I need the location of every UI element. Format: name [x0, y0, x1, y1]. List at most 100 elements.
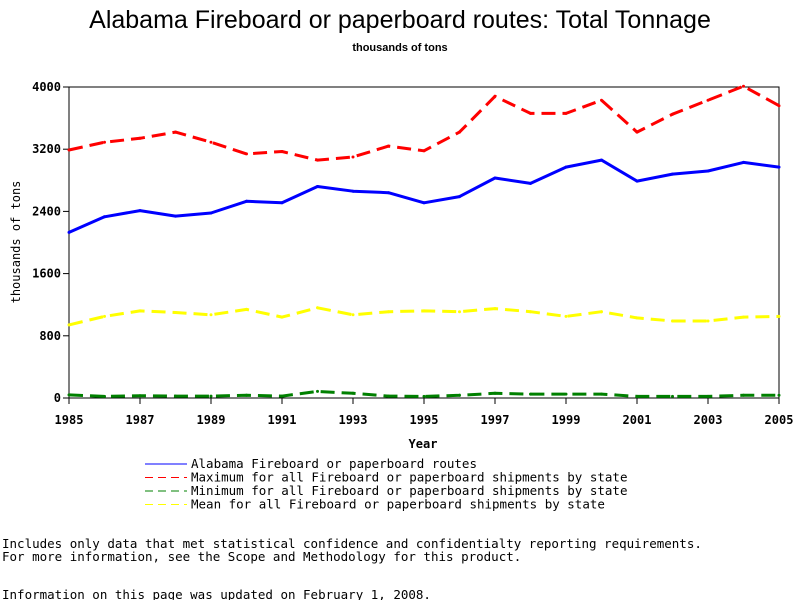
data-point [706, 319, 710, 323]
data-point [671, 394, 674, 398]
data-point [138, 394, 142, 398]
data-point [174, 214, 177, 218]
data-point [387, 310, 390, 314]
data-point [280, 150, 284, 153]
data-point [174, 130, 177, 134]
data-point [671, 172, 674, 176]
x-tick-label: 1985 [55, 413, 84, 427]
data-point [387, 394, 390, 398]
data-point [316, 185, 319, 188]
chart-subtitle: thousands of tons [352, 42, 448, 54]
data-point [280, 315, 284, 319]
data-point [600, 392, 603, 396]
data-point [564, 111, 568, 115]
chart-title: Alabama Fireboard or paperboard routes: … [89, 6, 711, 34]
data-point [777, 165, 781, 169]
data-point [67, 230, 71, 234]
data-point [422, 201, 426, 205]
y-tick-label: 3200 [32, 142, 61, 156]
data-point [351, 313, 355, 317]
data-point [635, 316, 639, 320]
series-layer [67, 84, 781, 398]
series-line-2 [68, 84, 780, 162]
data-point [635, 394, 639, 398]
data-point [245, 152, 248, 156]
data-point [671, 319, 674, 323]
data-point [103, 314, 106, 318]
x-tick-label: 1995 [410, 413, 439, 427]
data-point [706, 98, 710, 102]
data-point [245, 307, 248, 311]
data-point [245, 393, 248, 397]
data-point [564, 165, 568, 169]
x-tick-label: 1987 [126, 413, 155, 427]
x-axis-label: Year [409, 437, 438, 451]
y-tick-label: 0 [54, 391, 61, 405]
y-axis-label: thousands of tons [9, 181, 23, 304]
series-line-3 [68, 389, 779, 398]
x-tick-label: 1993 [339, 413, 368, 427]
y-tick-label: 4000 [32, 80, 61, 94]
data-point [564, 392, 568, 396]
data-point [316, 306, 319, 310]
data-point [103, 140, 106, 144]
data-point [351, 155, 355, 159]
legend: Alabama Fireboard or paperboard routesMa… [145, 456, 628, 512]
data-point [138, 136, 142, 140]
x-tick-label: 2003 [694, 413, 723, 427]
data-point [742, 84, 745, 88]
axes [63, 86, 780, 404]
data-point [103, 394, 106, 398]
data-point [742, 393, 745, 397]
x-tick-label: 1997 [481, 413, 510, 427]
data-point [174, 394, 177, 398]
data-point [280, 394, 284, 398]
x-tick-label: 1999 [552, 413, 581, 427]
data-point [209, 140, 213, 144]
data-point [458, 130, 461, 134]
x-tick-label: 2005 [765, 413, 794, 427]
data-point [458, 195, 461, 199]
data-point [742, 315, 745, 319]
data-point [493, 94, 497, 98]
data-point [529, 181, 532, 185]
data-point [67, 148, 71, 152]
legend-label: Minimum for all Fireboard or paperboard … [191, 483, 628, 498]
data-point [635, 130, 639, 134]
data-point [777, 393, 781, 397]
data-point [138, 209, 142, 213]
data-point [209, 211, 213, 215]
line-chart: 0 800 1600 2400 3200 4000 1985 1987 1989 1991 1993… [9, 80, 794, 512]
data-point [174, 311, 177, 314]
series-line-1 [68, 158, 780, 234]
data-point [103, 215, 106, 219]
data-point [600, 98, 603, 102]
data-point [742, 160, 745, 164]
data-point [671, 112, 674, 116]
data-point [422, 394, 426, 398]
data-point [209, 394, 213, 398]
data-point [600, 310, 603, 314]
data-point [387, 191, 390, 195]
x-tick-label: 1991 [268, 413, 297, 427]
data-point [635, 179, 639, 183]
data-point [493, 391, 497, 395]
data-point [422, 149, 426, 153]
data-point [351, 391, 355, 395]
data-point [706, 394, 710, 398]
data-point [67, 393, 71, 397]
data-point [316, 158, 319, 162]
data-point [245, 199, 248, 203]
x-tick-label: 1989 [197, 413, 226, 427]
data-point [387, 144, 390, 148]
y-tick-label: 1600 [32, 267, 61, 281]
data-point [316, 389, 319, 393]
y-tick-label: 800 [39, 329, 61, 343]
confidence-note: Includes only data that met statistical … [2, 536, 702, 551]
data-point [706, 169, 710, 173]
data-point [138, 309, 142, 313]
data-point [458, 310, 461, 314]
legend-label: Alabama Fireboard or paperboard routes [191, 456, 477, 471]
data-point [529, 392, 532, 396]
